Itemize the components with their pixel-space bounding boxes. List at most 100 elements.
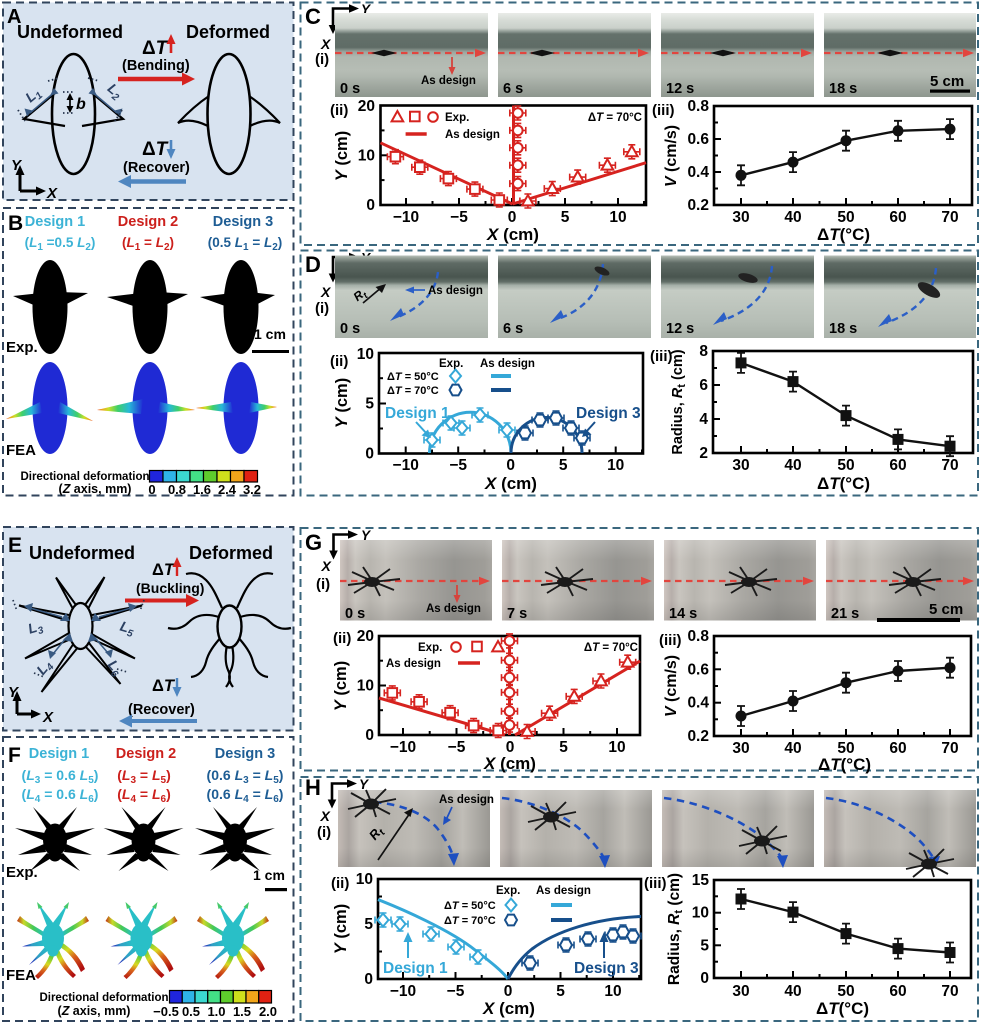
svg-text:Design 1: Design 1 bbox=[383, 960, 448, 977]
svg-text:7 s: 7 s bbox=[507, 606, 527, 622]
svg-text:(iii): (iii) bbox=[659, 632, 682, 649]
svg-text:30: 30 bbox=[732, 983, 749, 1000]
svg-text:0.5: 0.5 bbox=[182, 1004, 200, 1019]
svg-text:6 s: 6 s bbox=[503, 321, 523, 337]
svg-text:12 s: 12 s bbox=[666, 81, 694, 97]
svg-text:10: 10 bbox=[692, 905, 709, 922]
svg-text:(L4 = 0.6 L6): (L4 = 0.6 L6) bbox=[22, 786, 99, 805]
svg-text:2.4: 2.4 bbox=[218, 482, 237, 497]
svg-text:Design 2: Design 2 bbox=[116, 746, 176, 762]
svg-text:(iii): (iii) bbox=[652, 102, 675, 119]
svg-text:Undeformed: Undeformed bbox=[17, 22, 123, 42]
svg-text:Design 2: Design 2 bbox=[118, 214, 178, 230]
svg-text:(i): (i) bbox=[315, 300, 329, 317]
svg-text:As design: As design bbox=[536, 885, 591, 897]
svg-text:X: X bbox=[42, 709, 54, 726]
svg-text:0.2: 0.2 bbox=[687, 728, 709, 745]
svg-text:A: A bbox=[7, 6, 21, 28]
svg-text:G: G bbox=[305, 530, 322, 555]
svg-text:70: 70 bbox=[941, 740, 958, 757]
svg-text:Y (cm): Y (cm) bbox=[332, 661, 350, 711]
svg-text:(iii): (iii) bbox=[644, 875, 667, 892]
svg-text:4: 4 bbox=[699, 411, 708, 428]
svg-text:Y (cm): Y (cm) bbox=[333, 378, 351, 428]
svg-text:ΔT: ΔT bbox=[142, 139, 169, 160]
svg-text:5 cm: 5 cm bbox=[929, 601, 963, 618]
svg-text:5: 5 bbox=[364, 916, 373, 933]
svg-text:ΔT = 70°C: ΔT = 70°C bbox=[444, 915, 496, 927]
svg-text:0: 0 bbox=[506, 457, 515, 474]
svg-text:60: 60 bbox=[889, 457, 906, 474]
svg-text:Directional deformation: Directional deformation bbox=[39, 992, 168, 1004]
svg-text:30: 30 bbox=[732, 740, 749, 757]
svg-text:(ii): (ii) bbox=[333, 630, 351, 647]
svg-text:20: 20 bbox=[358, 98, 375, 115]
svg-text:40: 40 bbox=[784, 740, 801, 757]
svg-text:ΔT = 70°C: ΔT = 70°C bbox=[584, 642, 638, 654]
svg-text:Undeformed: Undeformed bbox=[29, 543, 135, 563]
svg-text:21 s: 21 s bbox=[831, 606, 859, 622]
svg-text:(Recover): (Recover) bbox=[128, 702, 195, 718]
svg-text:Exp.: Exp. bbox=[445, 112, 469, 124]
svg-text:(Bending): (Bending) bbox=[122, 58, 190, 74]
svg-text:40: 40 bbox=[784, 457, 801, 474]
svg-text:10: 10 bbox=[358, 148, 375, 165]
svg-text:ΔT = 70°C: ΔT = 70°C bbox=[387, 385, 439, 397]
svg-text:F: F bbox=[8, 744, 21, 767]
svg-text:ΔT(°C): ΔT(°C) bbox=[818, 755, 871, 774]
svg-text:0: 0 bbox=[364, 971, 373, 988]
svg-text:Directional deformation: Directional deformation bbox=[20, 471, 149, 483]
svg-text:(Z axis, mm): (Z axis, mm) bbox=[58, 1004, 131, 1018]
svg-text:12 s: 12 s bbox=[666, 321, 694, 337]
svg-text:X (cm): X (cm) bbox=[483, 754, 536, 773]
svg-text:70: 70 bbox=[941, 983, 958, 1000]
svg-text:0: 0 bbox=[504, 983, 513, 1000]
svg-text:18 s: 18 s bbox=[829, 321, 857, 337]
svg-text:70: 70 bbox=[941, 209, 958, 226]
svg-text:0: 0 bbox=[506, 739, 515, 756]
svg-text:5: 5 bbox=[559, 457, 568, 474]
svg-text:(i): (i) bbox=[315, 51, 329, 68]
svg-text:0: 0 bbox=[365, 727, 374, 744]
svg-text:10: 10 bbox=[604, 983, 621, 1000]
svg-text:C: C bbox=[305, 4, 321, 29]
svg-text:Deformed: Deformed bbox=[186, 22, 270, 42]
svg-text:1.0: 1.0 bbox=[207, 1004, 225, 1019]
svg-text:40: 40 bbox=[784, 983, 801, 1000]
svg-text:X: X bbox=[320, 284, 332, 300]
svg-text:5: 5 bbox=[561, 209, 570, 226]
svg-text:As design: As design bbox=[386, 658, 441, 670]
svg-text:0 s: 0 s bbox=[340, 81, 360, 97]
svg-text:70: 70 bbox=[941, 457, 958, 474]
svg-text:Exp.: Exp. bbox=[439, 358, 463, 370]
svg-text:Y (cm): Y (cm) bbox=[333, 131, 351, 181]
svg-text:10: 10 bbox=[357, 346, 374, 363]
svg-text:10: 10 bbox=[357, 678, 374, 695]
svg-text:10: 10 bbox=[609, 209, 626, 226]
svg-text:60: 60 bbox=[889, 983, 906, 1000]
svg-text:−10: −10 bbox=[390, 739, 416, 756]
svg-text:ΔT: ΔT bbox=[152, 561, 176, 579]
svg-text:H: H bbox=[305, 775, 321, 800]
svg-text:0.2: 0.2 bbox=[687, 197, 709, 214]
svg-text:Y: Y bbox=[361, 2, 372, 17]
svg-text:Y: Y bbox=[11, 157, 23, 174]
svg-text:50: 50 bbox=[837, 457, 854, 474]
svg-text:X (cm): X (cm) bbox=[482, 999, 535, 1018]
svg-text:X: X bbox=[46, 185, 58, 202]
svg-text:Exp.: Exp. bbox=[496, 885, 520, 897]
svg-text:Exp.: Exp. bbox=[418, 642, 442, 654]
svg-text:0.4: 0.4 bbox=[687, 695, 709, 712]
svg-text:E: E bbox=[8, 534, 22, 557]
svg-text:Radius, Rt (cm): Radius, Rt (cm) bbox=[670, 349, 688, 454]
svg-text:60: 60 bbox=[889, 209, 906, 226]
svg-text:1.6: 1.6 bbox=[193, 482, 211, 497]
svg-text:X: X bbox=[320, 36, 332, 52]
svg-text:8: 8 bbox=[699, 343, 708, 360]
svg-text:5: 5 bbox=[365, 396, 374, 413]
svg-text:ΔT = 50°C: ΔT = 50°C bbox=[387, 371, 439, 383]
svg-text:15: 15 bbox=[692, 872, 710, 889]
svg-text:(0.6 L4 = L6): (0.6 L4 = L6) bbox=[207, 786, 284, 805]
svg-text:60: 60 bbox=[889, 740, 906, 757]
svg-text:0 s: 0 s bbox=[345, 606, 365, 622]
